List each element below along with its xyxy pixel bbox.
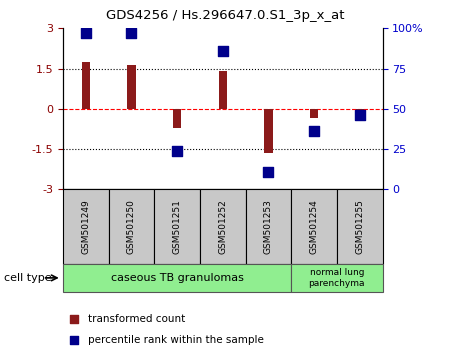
Bar	[63, 189, 108, 264]
Text: GSM501252: GSM501252	[218, 199, 227, 254]
Text: cell type: cell type	[4, 273, 52, 283]
Bar	[200, 189, 246, 264]
Bar	[63, 264, 291, 292]
Text: GSM501254: GSM501254	[310, 199, 319, 254]
Point	[70, 316, 77, 322]
Point	[70, 337, 77, 343]
Bar	[356, 109, 364, 110]
Text: GSM501250: GSM501250	[127, 199, 136, 254]
Point	[128, 30, 135, 36]
Bar	[291, 264, 382, 292]
Text: GDS4256 / Hs.296647.0.S1_3p_x_at: GDS4256 / Hs.296647.0.S1_3p_x_at	[106, 9, 344, 22]
Text: caseous TB granulomas: caseous TB granulomas	[111, 273, 243, 283]
Text: GSM501255: GSM501255	[355, 199, 364, 254]
Bar	[310, 109, 318, 118]
Bar	[264, 109, 273, 153]
Point	[310, 129, 318, 134]
Bar	[246, 189, 291, 264]
Point	[265, 169, 272, 175]
Text: GSM501251: GSM501251	[173, 199, 182, 254]
Bar	[337, 189, 382, 264]
Bar	[173, 109, 181, 128]
Bar	[291, 189, 337, 264]
Bar	[219, 71, 227, 109]
Point	[356, 113, 363, 118]
Bar	[154, 189, 200, 264]
Text: GSM501253: GSM501253	[264, 199, 273, 254]
Text: GSM501249: GSM501249	[81, 199, 90, 254]
Text: normal lung
parenchyma: normal lung parenchyma	[309, 268, 365, 287]
Point	[174, 148, 181, 154]
Text: transformed count: transformed count	[88, 314, 185, 324]
Bar	[108, 189, 154, 264]
Bar	[82, 62, 90, 109]
Bar	[127, 64, 135, 109]
Point	[82, 30, 90, 36]
Point	[219, 48, 226, 54]
Text: percentile rank within the sample: percentile rank within the sample	[88, 335, 264, 345]
